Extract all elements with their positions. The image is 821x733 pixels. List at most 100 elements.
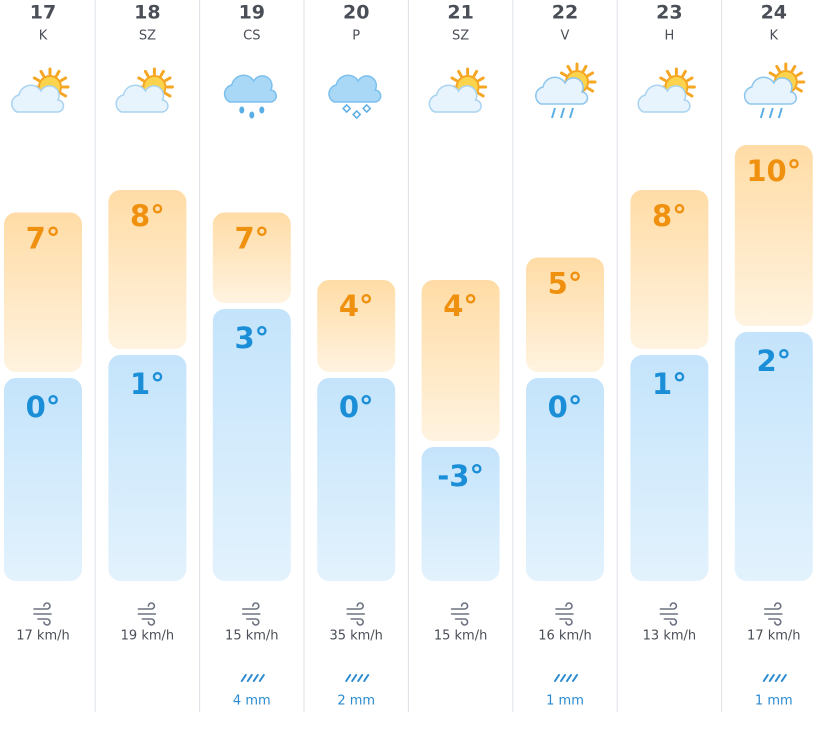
day-date: 23 xyxy=(656,2,682,24)
sun-ray xyxy=(477,76,485,82)
day-weekday: V xyxy=(561,29,570,44)
sun-ray xyxy=(477,92,485,98)
rain-icon xyxy=(774,674,781,682)
sun-ray xyxy=(59,92,68,98)
rain-icon xyxy=(780,674,787,682)
sun-ray xyxy=(795,71,803,77)
high-label: 7° xyxy=(234,222,269,256)
sun-ray xyxy=(137,76,145,82)
wind-icon xyxy=(33,602,52,626)
sun-ray xyxy=(566,64,572,73)
wind-speed: 17 km/h xyxy=(747,629,801,644)
rain-drop xyxy=(249,111,255,119)
wind-icon xyxy=(346,602,365,626)
high-bar xyxy=(317,280,396,372)
wind-speed: 16 km/h xyxy=(538,629,592,644)
wind-icon xyxy=(450,602,470,626)
high-label: 4° xyxy=(339,289,374,323)
rain-icon xyxy=(258,674,265,682)
day-weekday: K xyxy=(39,29,48,44)
day-weekday: SZ xyxy=(452,29,469,44)
low-label: 0° xyxy=(548,390,583,424)
high-bar xyxy=(526,257,604,372)
low-bar xyxy=(108,355,187,581)
wind-icon xyxy=(764,602,783,626)
wind-speed: 15 km/h xyxy=(434,629,488,644)
high-label: 10° xyxy=(746,154,801,188)
cloud xyxy=(428,84,482,113)
sun-ray xyxy=(472,69,479,78)
rain-drop xyxy=(777,107,783,119)
day-weekday: SZ xyxy=(139,29,156,44)
sun-ray xyxy=(450,76,458,82)
rain-icon xyxy=(768,674,775,682)
sun-ray xyxy=(586,71,595,77)
low-label: 0° xyxy=(26,390,61,424)
weather-icon xyxy=(428,67,488,113)
day-date: 20 xyxy=(343,2,369,24)
weather-icon xyxy=(328,74,382,120)
high-label: 8° xyxy=(652,199,687,233)
rain-drop xyxy=(569,107,574,119)
cloud xyxy=(637,84,691,113)
rain-drop xyxy=(259,106,265,114)
day-date: 17 xyxy=(30,2,56,24)
day-date: 18 xyxy=(134,2,160,24)
precipitation: 1 mm xyxy=(755,694,793,709)
high-bar xyxy=(108,190,187,349)
wind-speed: 17 km/h xyxy=(16,629,70,644)
cloud xyxy=(328,74,382,103)
low-bar xyxy=(212,309,291,581)
day-date: 19 xyxy=(239,2,265,24)
high-bar xyxy=(630,190,709,349)
high-label: 4° xyxy=(443,289,478,323)
cloud xyxy=(535,76,589,105)
cloud xyxy=(223,74,278,103)
low-label: -3° xyxy=(437,459,484,493)
day-weekday: K xyxy=(770,29,779,44)
day-weekday: H xyxy=(665,29,675,44)
sun-ray xyxy=(586,87,595,93)
sun-ray xyxy=(559,71,568,77)
rain-icon xyxy=(252,674,259,682)
day-date: 21 xyxy=(447,2,473,24)
sun-ray xyxy=(457,69,463,78)
rain-drop xyxy=(759,107,765,119)
rain-icon xyxy=(363,674,370,682)
snowflake xyxy=(352,109,362,120)
sun-ray xyxy=(159,69,165,78)
sun-ray xyxy=(32,76,41,82)
rain-drop xyxy=(560,107,565,119)
wind-speed: 13 km/h xyxy=(643,629,697,644)
weather-icon xyxy=(223,74,278,119)
cloud xyxy=(115,84,169,113)
low-bar xyxy=(317,378,396,581)
cloud xyxy=(11,84,65,113)
rain-icon xyxy=(554,674,560,682)
sun-ray xyxy=(143,69,150,78)
rain-icon xyxy=(240,674,247,682)
sun-ray xyxy=(686,76,694,82)
low-bar xyxy=(526,378,604,581)
high-label: 5° xyxy=(548,267,583,301)
wind-speed: 35 km/h xyxy=(329,629,383,644)
sun-ray xyxy=(768,71,777,77)
sun-ray xyxy=(795,87,803,93)
rain-drop xyxy=(239,106,245,114)
wind-icon xyxy=(555,602,574,626)
precipitation: 4 mm xyxy=(233,694,271,709)
sun-ray xyxy=(59,76,68,82)
sun-ray xyxy=(55,69,61,78)
low-label: 0° xyxy=(339,390,374,424)
sun-ray xyxy=(582,64,588,73)
high-bar xyxy=(734,145,813,326)
wind-speed: 15 km/h xyxy=(225,629,279,644)
sun-ray xyxy=(39,69,45,78)
sun-ray xyxy=(775,64,781,73)
high-bar xyxy=(4,212,82,372)
low-bar xyxy=(734,332,813,581)
rain-drop xyxy=(768,107,774,119)
sun-ray xyxy=(686,92,694,98)
